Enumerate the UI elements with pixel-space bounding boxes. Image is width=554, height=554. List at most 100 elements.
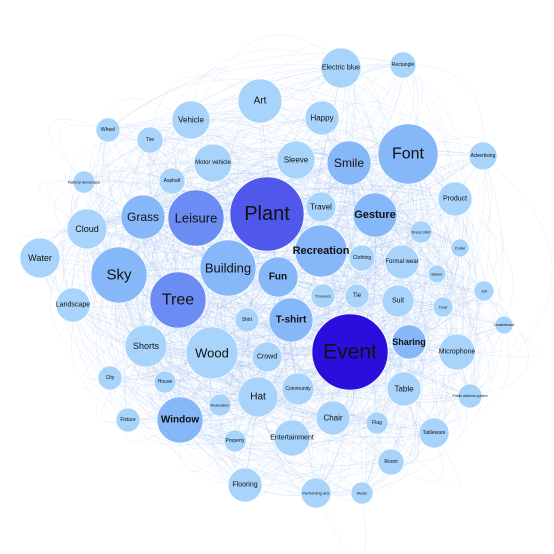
node-circle[interactable] [234, 307, 260, 333]
node-circle[interactable] [66, 208, 108, 250]
node-crowd[interactable]: Crowd [251, 341, 283, 373]
node-circle[interactable] [276, 140, 316, 180]
node-water[interactable]: Water [19, 237, 61, 279]
node-shirt[interactable]: Shirt [234, 307, 260, 333]
node-circle[interactable] [468, 141, 498, 171]
node-sleeve[interactable]: Sleeve [276, 140, 316, 180]
node-circle[interactable] [115, 407, 141, 433]
node-circle[interactable] [305, 191, 337, 223]
node-smile[interactable]: Smile [326, 140, 372, 186]
node-circle[interactable] [223, 429, 247, 453]
node-circle[interactable] [344, 283, 370, 309]
node-circle[interactable] [185, 326, 239, 380]
node-circle[interactable] [473, 280, 495, 302]
node-entertainment[interactable]: Entertainment [270, 419, 314, 457]
node-circle[interactable] [294, 224, 348, 278]
node-circle[interactable] [158, 167, 186, 195]
node-circle[interactable] [437, 181, 473, 217]
node-circle[interactable] [153, 370, 177, 394]
node-circle[interactable] [389, 51, 417, 79]
node-circle[interactable] [450, 238, 470, 258]
node-vehicle[interactable]: Vehicle [171, 100, 211, 140]
node-jolt[interactable]: Jolt [473, 280, 495, 302]
node-gesture[interactable]: Gesture [352, 192, 398, 238]
node-circle[interactable] [457, 383, 483, 409]
node-circle[interactable] [320, 47, 362, 89]
node-cloud[interactable]: Cloud [66, 208, 108, 250]
node-motor-vehicle[interactable]: Motor vehicle [193, 143, 233, 183]
node-happy[interactable]: Happy [304, 100, 340, 136]
node-circle[interactable] [315, 400, 351, 436]
node-circle[interactable] [136, 126, 164, 154]
node-circle[interactable] [268, 297, 314, 343]
node-suit[interactable]: Suit [381, 284, 415, 318]
node-city[interactable]: City [97, 365, 123, 391]
node-circle[interactable] [384, 244, 420, 280]
node-hairstyle-tiny[interactable]: Leaderboard [494, 315, 514, 335]
node-sky[interactable]: Sky [90, 246, 148, 304]
node-circle[interactable] [237, 78, 283, 124]
node-clothing[interactable]: Clothing [348, 244, 376, 272]
node-circle[interactable] [193, 143, 233, 183]
node-circle[interactable] [310, 283, 336, 309]
node-circle[interactable] [227, 467, 263, 503]
node-circle[interactable] [352, 192, 398, 238]
node-circle[interactable] [251, 341, 283, 373]
node-sharing[interactable]: Sharing [391, 324, 427, 360]
node-collar[interactable]: Collar [450, 238, 470, 258]
node-community[interactable]: Community [281, 372, 315, 406]
node-house[interactable]: House [153, 370, 177, 394]
node-circle[interactable] [432, 296, 454, 318]
node-circle[interactable] [171, 100, 211, 140]
node-recreation[interactable]: Recreation [293, 224, 350, 278]
node-circle[interactable] [304, 100, 340, 136]
node-circle[interactable] [229, 176, 305, 252]
node-circle[interactable] [377, 123, 439, 185]
node-circle[interactable] [72, 170, 96, 194]
node-property[interactable]: Property [223, 429, 247, 453]
node-travel[interactable]: Travel [305, 191, 337, 223]
node-trousers[interactable]: Trousers [310, 283, 336, 309]
node-tie[interactable]: Tie [344, 283, 370, 309]
node-microphone[interactable]: Microphone [438, 333, 476, 371]
node-circle[interactable] [167, 189, 225, 247]
node-circle[interactable] [418, 417, 450, 449]
node-product[interactable]: Product [437, 181, 473, 217]
node-circle[interactable] [257, 256, 299, 298]
node-leisure[interactable]: Leisure [167, 189, 225, 247]
node-coat[interactable]: Coat [432, 296, 454, 318]
node-circle[interactable] [120, 194, 166, 240]
node-tableware[interactable]: Tableware [418, 417, 450, 449]
node-circle[interactable] [311, 313, 389, 391]
node-circle[interactable] [95, 117, 121, 143]
node-circle[interactable] [149, 271, 207, 329]
node-circle[interactable] [156, 396, 204, 444]
node-circle[interactable] [124, 324, 168, 368]
node-circle[interactable] [55, 287, 91, 323]
node-tshirt[interactable]: T-shirt [268, 297, 314, 343]
node-dress-shirt[interactable]: Dress shirt [409, 220, 433, 244]
node-formal-wear[interactable]: Formal wear [384, 244, 420, 280]
node-natural-landscape[interactable]: Natural landscape [68, 170, 101, 194]
node-room[interactable]: Room [377, 448, 405, 476]
node-circle[interactable] [237, 376, 279, 418]
node-hat[interactable]: Hat [237, 376, 279, 418]
node-circle[interactable] [409, 220, 433, 244]
node-performing-arts[interactable]: Performing arts [300, 477, 332, 509]
node-wheel[interactable]: Wheel [95, 117, 121, 143]
node-event[interactable]: Event [311, 313, 389, 391]
node-electric-blue[interactable]: Electric blue [320, 47, 362, 89]
node-circle[interactable] [365, 411, 389, 435]
node-chair[interactable]: Chair [315, 400, 351, 436]
node-tire[interactable]: Tire [136, 126, 164, 154]
node-blazer[interactable]: Blazer [427, 264, 447, 284]
node-circle[interactable] [348, 244, 376, 272]
node-relaxation[interactable]: Relaxation [208, 393, 232, 417]
node-advertising[interactable]: Advertising [468, 141, 498, 171]
node-circle[interactable] [199, 239, 257, 297]
node-shorts[interactable]: Shorts [124, 324, 168, 368]
node-circle[interactable] [391, 324, 427, 360]
node-font[interactable]: Font [377, 123, 439, 185]
node-tree[interactable]: Tree [149, 271, 207, 329]
node-circle[interactable] [377, 448, 405, 476]
